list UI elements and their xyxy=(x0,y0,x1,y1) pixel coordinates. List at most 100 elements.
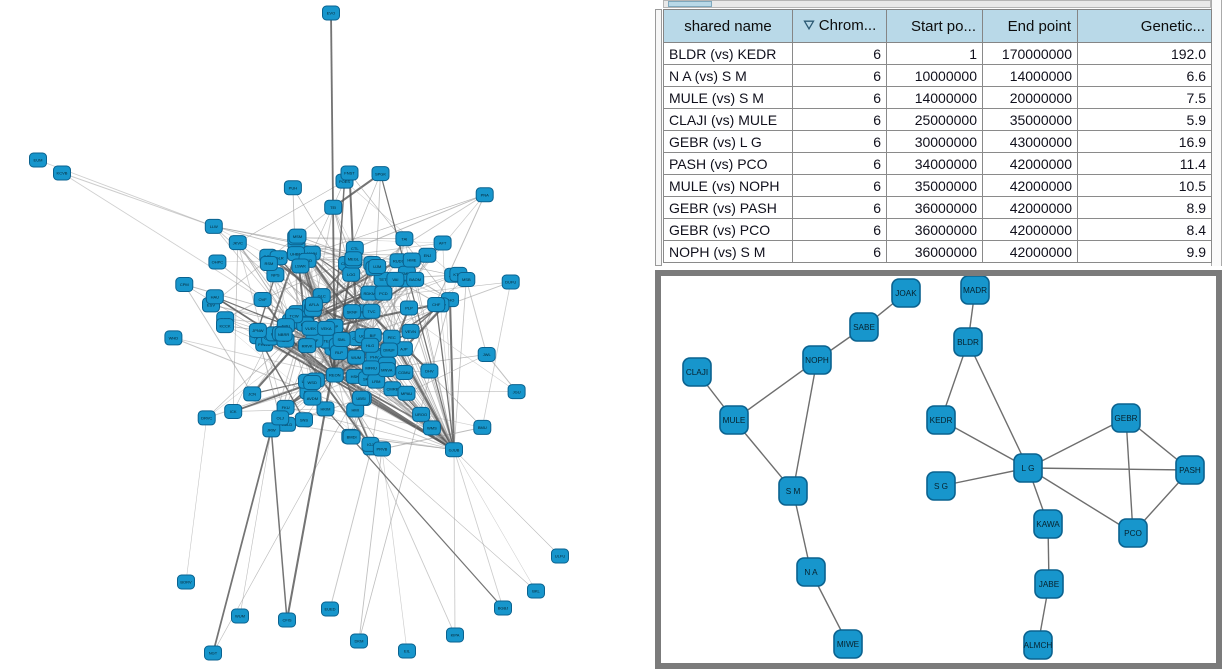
network-edge[interactable] xyxy=(1027,467,1191,471)
network-node[interactable]: MFRU xyxy=(362,360,381,376)
network-edge[interactable] xyxy=(184,284,306,320)
network-node[interactable]: RSM xyxy=(259,256,278,271)
node-shape[interactable] xyxy=(177,574,195,590)
node-shape[interactable] xyxy=(1118,518,1148,548)
network-node[interactable]: JABE xyxy=(1034,569,1064,599)
network-node[interactable]: EVO xyxy=(322,5,340,21)
network-edge[interactable] xyxy=(354,194,485,249)
node-shape[interactable] xyxy=(197,410,216,426)
node-shape[interactable] xyxy=(304,296,323,312)
network-node[interactable]: NPS xyxy=(266,267,285,283)
node-shape[interactable] xyxy=(527,583,545,599)
node-shape[interactable] xyxy=(231,608,249,624)
node-shape[interactable] xyxy=(398,643,416,659)
network-edge[interactable] xyxy=(183,284,253,395)
node-shape[interactable] xyxy=(400,300,418,316)
network-edge[interactable] xyxy=(212,367,372,654)
network-node[interactable]: S M xyxy=(778,476,808,506)
node-shape[interactable] xyxy=(204,218,223,234)
network-node[interactable]: REON xyxy=(325,367,344,383)
node-shape[interactable] xyxy=(397,385,416,401)
table-row[interactable]: MULE (vs) S M 6 14000000 20000000 7.5 xyxy=(663,86,1212,109)
network-edge[interactable] xyxy=(237,180,345,243)
node-shape[interactable] xyxy=(368,259,387,274)
network-node[interactable]: SPGK xyxy=(371,166,390,182)
network-node[interactable]: WUM xyxy=(231,608,249,624)
node-shape[interactable] xyxy=(344,251,363,267)
table-horizontal-scrollbar[interactable] xyxy=(663,0,1211,8)
node-shape[interactable] xyxy=(243,386,262,402)
network-node[interactable]: FNST xyxy=(340,165,359,181)
network-node[interactable]: JKVC xyxy=(228,235,247,251)
node-shape[interactable] xyxy=(682,357,712,387)
network-edge[interactable] xyxy=(325,408,432,429)
node-shape[interactable] xyxy=(228,235,247,251)
network-node[interactable]: SNS xyxy=(295,412,313,428)
node-shape[interactable] xyxy=(350,633,368,649)
network-edge[interactable] xyxy=(212,429,273,654)
network-node[interactable]: LLW xyxy=(204,218,223,234)
network-node[interactable]: DMUF xyxy=(380,342,399,358)
network-edge[interactable] xyxy=(296,237,405,240)
node-shape[interactable] xyxy=(343,304,362,320)
node-shape[interactable] xyxy=(1111,403,1141,433)
network-node[interactable]: HKIM xyxy=(316,401,335,417)
network-node[interactable]: HMI xyxy=(346,402,365,418)
network-node[interactable]: LSWK xyxy=(291,258,310,274)
node-shape[interactable] xyxy=(891,278,921,308)
network-edge[interactable] xyxy=(453,449,504,609)
network-node[interactable]: WSD xyxy=(303,375,322,390)
network-node[interactable]: VEKA xyxy=(317,320,336,336)
node-shape[interactable] xyxy=(402,252,421,268)
network-node[interactable]: TVC xyxy=(362,303,381,319)
node-shape[interactable] xyxy=(271,410,290,426)
node-shape[interactable] xyxy=(164,330,183,346)
network-edge[interactable] xyxy=(453,449,561,557)
node-shape[interactable] xyxy=(362,303,381,319)
node-shape[interactable] xyxy=(208,254,227,270)
network-node[interactable]: PASH xyxy=(1175,455,1205,485)
network-node[interactable]: OLJ xyxy=(271,410,290,426)
table-vertical-scrollbar[interactable] xyxy=(1211,0,1222,266)
network-node[interactable]: CPM xyxy=(175,277,194,292)
node-shape[interactable] xyxy=(719,405,749,435)
network-node[interactable]: BORV xyxy=(177,574,195,590)
network-edge[interactable] xyxy=(381,448,408,652)
network-node[interactable]: DHV xyxy=(420,363,439,379)
network-node[interactable]: VAI xyxy=(386,271,405,287)
network-edge[interactable] xyxy=(307,242,443,261)
filter-funnel-icon[interactable] xyxy=(803,18,815,35)
network-node[interactable]: JCN xyxy=(243,386,262,402)
network-edge[interactable] xyxy=(358,299,451,642)
node-shape[interactable] xyxy=(778,476,808,506)
network-node[interactable]: VEVN xyxy=(401,323,420,339)
node-shape[interactable] xyxy=(374,285,393,301)
network-node[interactable]: JRW xyxy=(262,422,281,438)
network-edge[interactable] xyxy=(358,448,383,642)
network-node[interactable]: MEGL xyxy=(344,251,363,267)
node-shape[interactable] xyxy=(802,345,832,375)
network-node[interactable]: JOAK xyxy=(891,278,921,308)
node-shape[interactable] xyxy=(362,360,381,376)
network-node[interactable]: CLAJI xyxy=(682,357,712,387)
network-node[interactable]: JPNW xyxy=(248,323,267,338)
network-node[interactable]: PCD xyxy=(374,285,393,301)
network-node[interactable]: MNVA xyxy=(377,362,396,378)
table-row[interactable]: NOPH (vs) S M 6 36000000 42000000 9.9 xyxy=(663,240,1212,263)
node-shape[interactable] xyxy=(352,390,370,406)
node-shape[interactable] xyxy=(317,320,336,336)
network-node[interactable]: BKL xyxy=(527,583,545,599)
node-shape[interactable] xyxy=(303,375,322,390)
network-node[interactable]: TEI xyxy=(324,199,343,215)
node-shape[interactable] xyxy=(953,327,983,357)
node-shape[interactable] xyxy=(433,235,452,251)
network-node[interactable]: EIL xyxy=(398,643,416,659)
node-shape[interactable] xyxy=(1034,569,1064,599)
network-node[interactable]: SKNF xyxy=(343,304,362,320)
network-node[interactable]: KIPA xyxy=(446,627,464,643)
node-shape[interactable] xyxy=(1023,630,1053,660)
node-shape[interactable] xyxy=(322,5,340,21)
network-edge[interactable] xyxy=(453,449,537,592)
network-edge[interactable] xyxy=(334,303,437,328)
node-shape[interactable] xyxy=(422,420,441,436)
